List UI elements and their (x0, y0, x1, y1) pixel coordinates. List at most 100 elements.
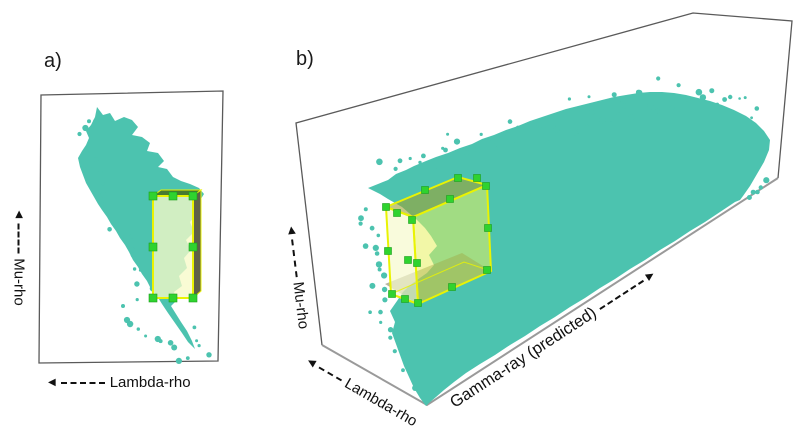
selection-handle[interactable] (188, 191, 198, 201)
outlier-dot (129, 234, 135, 239)
outlier-dot (397, 158, 403, 164)
dashed-axis-line (18, 223, 20, 254)
outlier-dot (540, 126, 547, 134)
outlier-dot (358, 215, 364, 222)
outlier-dot (362, 243, 369, 249)
panel-b-frame-upper (295, 12, 793, 346)
outlier-dot (397, 333, 401, 337)
panel-a-outlier-dots (77, 119, 212, 364)
outlier-dot (388, 335, 393, 340)
outlier-dot (746, 195, 752, 200)
outlier-dot (206, 352, 212, 358)
outlier-dot (585, 124, 589, 127)
selection-handle[interactable] (388, 290, 396, 298)
outlier-dot (381, 272, 388, 279)
outlier-dot (117, 206, 122, 210)
outlier-dot (95, 190, 101, 196)
outlier-dot (418, 160, 422, 165)
outlier-dot (664, 96, 671, 103)
outlier-dot (107, 227, 112, 232)
outlier-dot (85, 165, 92, 172)
outlier-dot (763, 177, 770, 184)
outlier-dot (393, 166, 398, 171)
selection-handle[interactable] (414, 299, 422, 307)
outlier-dot (513, 139, 518, 144)
selection-box-a-handles[interactable] (148, 191, 198, 303)
selection-handle[interactable] (168, 191, 178, 201)
selection-handle[interactable] (454, 174, 462, 182)
outlier-dot (363, 207, 368, 212)
outlier-dot (709, 88, 715, 94)
outlier-dot (195, 339, 199, 343)
panel-b-selection-box[interactable] (382, 174, 493, 307)
outlier-dot (493, 146, 498, 151)
panel-a-title: a) (44, 50, 62, 72)
arrow-up-icon: ◀ (286, 225, 298, 235)
outlier-dot (138, 268, 142, 272)
outlier-dot (474, 146, 481, 153)
panel-b-point-cloud (368, 92, 770, 406)
selection-handle[interactable] (446, 195, 454, 203)
outlier-dot (738, 97, 741, 100)
selection-handle[interactable] (483, 266, 491, 274)
outlier-dot (479, 132, 483, 136)
outlier-dot (446, 132, 450, 136)
dashed-axis-line (318, 365, 343, 381)
outlier-dot (135, 298, 139, 302)
panel-a-x-axis-label: ◀ Lambda-rho (48, 374, 191, 391)
selection-handle[interactable] (401, 295, 409, 303)
outlier-dot (158, 339, 163, 344)
outlier-dot (422, 396, 427, 401)
selection-handle[interactable] (148, 242, 158, 252)
outlier-dot (408, 156, 412, 161)
selection-handle[interactable] (148, 293, 158, 303)
selection-handle[interactable] (188, 293, 198, 303)
outlier-dot (93, 119, 98, 124)
selection-handle[interactable] (404, 256, 412, 264)
arrow-up-icon: ◀ (14, 210, 25, 219)
dashed-axis-line (291, 238, 299, 277)
selection-handle[interactable] (393, 209, 401, 217)
outlier-dot (755, 189, 760, 195)
arrow-left-icon: ◀ (48, 376, 56, 388)
outlier-dot (608, 117, 614, 122)
outlier-dot (750, 189, 756, 195)
selection-handle[interactable] (413, 259, 421, 267)
outlier-dot (144, 334, 148, 338)
outlier-dot (589, 109, 595, 116)
panel-a-y-axis-label: ◀ Mu-rho (11, 211, 28, 306)
outlier-dot (378, 309, 383, 315)
selection-handle[interactable] (384, 247, 392, 255)
selection-handle[interactable] (382, 203, 390, 211)
outlier-dot (372, 244, 379, 251)
selection-handle[interactable] (484, 224, 492, 232)
outlier-dot (376, 158, 383, 166)
panel-a-selection-box[interactable] (148, 189, 203, 303)
outlier-dot (490, 139, 496, 144)
selection-handle[interactable] (473, 174, 481, 182)
outlier-dot (376, 233, 381, 238)
outlier-dot (567, 97, 572, 101)
selection-box-b-handles[interactable] (382, 174, 492, 307)
outlier-dot (577, 127, 584, 135)
outlier-dot (84, 151, 90, 158)
selection-handle[interactable] (482, 182, 490, 190)
outlier-dot (82, 124, 89, 132)
outlier-dot (413, 366, 420, 372)
outlier-dot (546, 135, 552, 141)
outlier-dot (185, 356, 190, 360)
outlier-dot (443, 147, 448, 153)
outlier-dot (392, 349, 397, 354)
outlier-dot (136, 327, 140, 331)
outlier-dot (387, 327, 394, 333)
selection-handle[interactable] (421, 186, 429, 194)
panel-b-title: b) (296, 48, 314, 70)
selection-handle[interactable] (448, 283, 456, 291)
outlier-dot (599, 116, 606, 124)
selection-handle[interactable] (148, 191, 158, 201)
selection-handle[interactable] (168, 293, 178, 303)
outlier-dot (622, 103, 628, 109)
selection-handle[interactable] (408, 216, 416, 224)
selection-handle[interactable] (188, 242, 198, 252)
